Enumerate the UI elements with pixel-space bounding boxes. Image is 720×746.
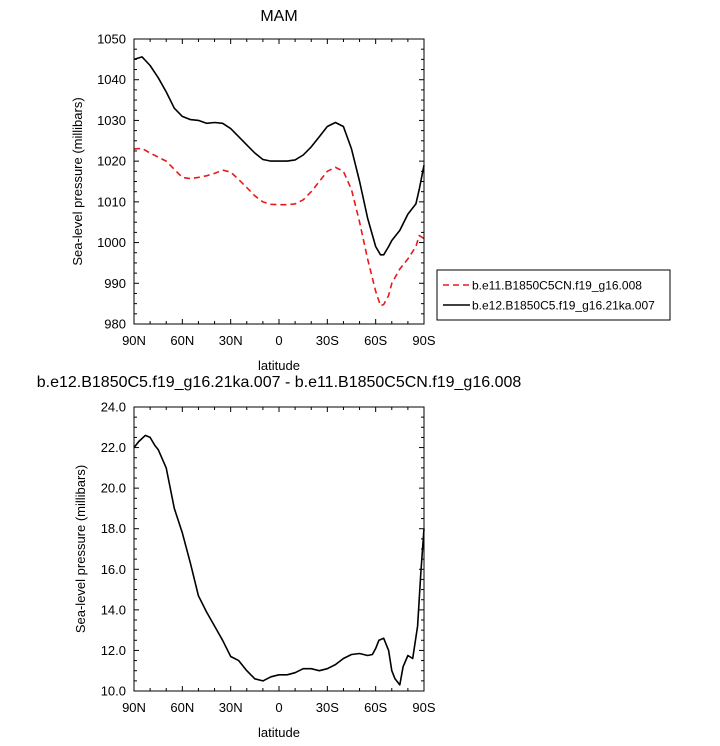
legend-label-series-1: b.e11.B1850C5CN.f19_g16.008 — [472, 279, 642, 293]
y-tick-label: 1050 — [97, 32, 126, 47]
y-tick-label: 1000 — [97, 235, 126, 250]
chart-top-ylabel: Sea-level pressure (millibars) — [70, 97, 85, 265]
chart-bottom-xlabel: latitude — [258, 725, 300, 740]
x-tick-label: 60N — [170, 700, 194, 715]
chart-top-frame — [133, 38, 425, 325]
x-tick-label: 30S — [316, 700, 339, 715]
x-tick-label: 0 — [275, 333, 282, 348]
x-tick-label: 60S — [364, 333, 387, 348]
y-tick-label: 1020 — [97, 154, 126, 169]
legend-box — [436, 269, 671, 321]
y-tick-label: 1010 — [97, 194, 126, 209]
x-tick-label: 90S — [412, 700, 435, 715]
y-tick-label: 20.0 — [101, 481, 126, 496]
x-tick-label: 30N — [219, 700, 243, 715]
chart-top-xticks: 90N 60N 30N 0 30S 60S 90S — [122, 39, 436, 348]
chart-top-title: MAM — [260, 8, 297, 25]
chart-top-lines — [133, 56, 425, 307]
y-tick-label: 1030 — [97, 113, 126, 128]
chart-top-yticks: 980 990 1000 1010 1020 1030 1040 1050 — [97, 32, 424, 332]
y-tick-label: 990 — [104, 276, 126, 291]
y-tick-label: 10.0 — [101, 684, 126, 699]
y-tick-label: 1040 — [97, 72, 126, 87]
chart-bottom-lines — [133, 434, 425, 686]
chart-bottom-ylabel: Sea-level pressure (millibars) — [73, 465, 88, 633]
x-tick-label: 60S — [364, 700, 387, 715]
chart-bottom-frame — [133, 406, 425, 692]
x-tick-label: 90N — [122, 333, 146, 348]
y-tick-label: 18.0 — [101, 521, 126, 536]
chart-bottom-title: b.e12.B1850C5.f19_g16.21ka.007 - b.e11.B… — [37, 374, 522, 391]
x-tick-label: 30S — [316, 333, 339, 348]
series-line-top-1 — [133, 147, 425, 307]
y-tick-label: 980 — [104, 317, 126, 332]
y-tick-label: 12.0 — [101, 643, 126, 658]
series-line-bottom-1 — [133, 434, 425, 686]
x-tick-label: 0 — [275, 700, 282, 715]
y-tick-label: 24.0 — [101, 400, 126, 415]
x-tick-label: 60N — [170, 333, 194, 348]
x-tick-label: 30N — [219, 333, 243, 348]
legend-label-series-2: b.e12.B1850C5.f19_g16.21ka.007 — [472, 299, 655, 313]
y-tick-label: 16.0 — [101, 562, 126, 577]
series-line-top-2 — [133, 56, 425, 256]
chart-bottom-yticks: 10.0 12.0 14.0 16.0 18.0 20.0 22.0 24.0 — [101, 400, 424, 699]
chart-bottom-xticks: 90N 60N 30N 0 30S 60S 90S — [122, 407, 436, 715]
chart-top-legend: b.e11.B1850C5CN.f19_g16.008 b.e12.B1850C… — [436, 269, 671, 321]
chart-top: MAM 90N 60N 30N 0 30S 60S 90S 980 990 1000 1010 10… — [70, 8, 436, 373]
chart-bottom: b.e12.B1850C5.f19_g16.21ka.007 - b.e11.B… — [37, 374, 522, 740]
y-tick-label: 14.0 — [101, 602, 126, 617]
y-tick-label: 22.0 — [101, 440, 126, 455]
chart-top-xlabel: latitude — [258, 358, 300, 373]
x-tick-label: 90N — [122, 700, 146, 715]
x-tick-label: 90S — [412, 333, 435, 348]
